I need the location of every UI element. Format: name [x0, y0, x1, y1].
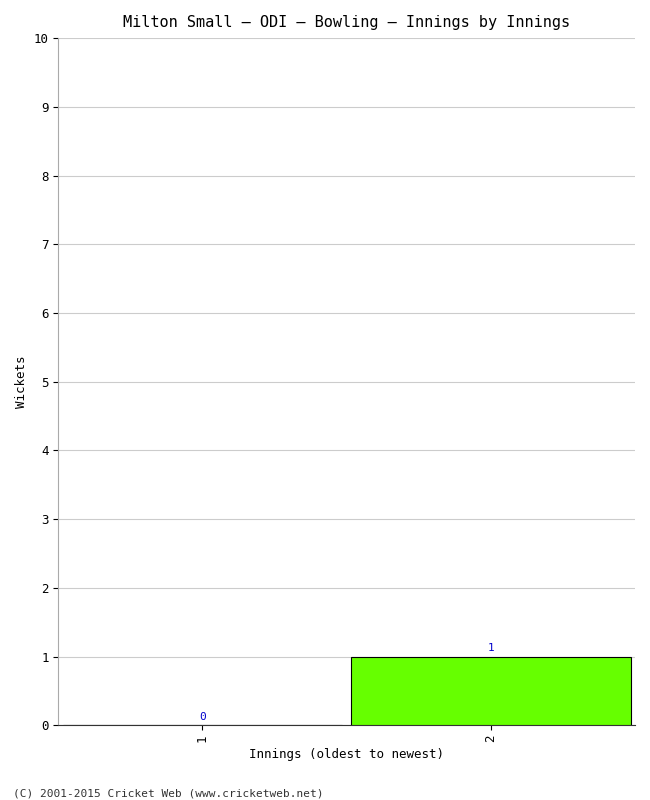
Y-axis label: Wickets: Wickets — [15, 355, 28, 408]
Bar — [351, 657, 630, 726]
Title: Milton Small – ODI – Bowling – Innings by Innings: Milton Small – ODI – Bowling – Innings b… — [123, 15, 570, 30]
Text: 1: 1 — [488, 643, 494, 653]
Text: 0: 0 — [199, 712, 206, 722]
X-axis label: Innings (oldest to newest): Innings (oldest to newest) — [249, 748, 444, 761]
Text: (C) 2001-2015 Cricket Web (www.cricketweb.net): (C) 2001-2015 Cricket Web (www.cricketwe… — [13, 788, 324, 798]
